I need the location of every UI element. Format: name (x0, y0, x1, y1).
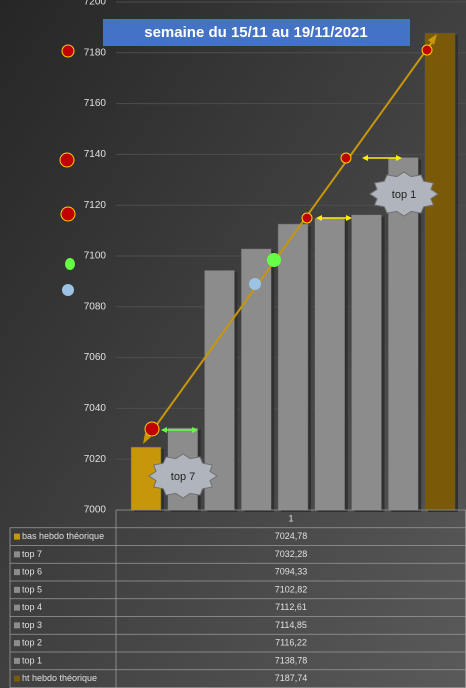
y-tick-label: 7020 (84, 454, 107, 465)
table-row-label: top 7 (22, 549, 42, 559)
y-tick-label: 7000 (84, 505, 107, 516)
y-tick-label: 7180 (84, 47, 107, 58)
annotation-star (369, 171, 439, 217)
table-row-label: bas hebdo théorique (22, 531, 104, 541)
marker (62, 284, 74, 296)
arrow-head (428, 34, 437, 45)
y-tick-label: 7140 (84, 149, 107, 160)
table-row-label: top 1 (22, 655, 42, 665)
y-tick-label: 7040 (84, 403, 107, 414)
marker (301, 212, 313, 224)
table-cell: 7187,74 (275, 673, 308, 683)
marker (421, 44, 433, 56)
table-cell: 7116,22 (275, 638, 307, 648)
y-tick-label: 7160 (84, 98, 107, 109)
table-cell: 7114,85 (275, 620, 307, 630)
table-row-label: ht hebdo théorique (22, 673, 97, 683)
table-cell: 7112,61 (275, 602, 307, 612)
y-tick-label: 7120 (84, 200, 107, 211)
legend-key (14, 551, 20, 558)
table-row-label: top 2 (22, 638, 42, 648)
bar (351, 214, 382, 511)
marker (65, 258, 75, 270)
y-tick-label: 7100 (84, 251, 107, 262)
table-row-label: top 5 (22, 584, 42, 594)
arrow-head (192, 427, 198, 433)
marker (61, 44, 75, 58)
trend-line (144, 37, 436, 442)
marker (60, 206, 76, 222)
legend-key (14, 586, 20, 593)
legend-key (14, 569, 20, 576)
legend-key (14, 622, 20, 629)
table-cell: 7024,78 (275, 531, 308, 541)
bar (424, 32, 456, 511)
legend-key (14, 675, 20, 682)
annotation-label: top 1 (392, 189, 416, 201)
arrow-head (346, 215, 352, 221)
annotations: top 7 top 1 (148, 171, 439, 499)
title-box (103, 19, 410, 46)
arrow-head (362, 155, 368, 161)
arrow-head (396, 155, 402, 161)
table-row-label: top 3 (22, 620, 42, 630)
table-row-label: top 6 (22, 567, 42, 577)
legend-key (14, 640, 20, 647)
table-row-label: top 4 (22, 602, 42, 612)
marker (267, 253, 281, 267)
bar (277, 223, 309, 511)
y-tick-label: 7060 (84, 352, 107, 363)
chart-title: semaine du 15/11 au 19/11/2021 (144, 24, 368, 41)
bars (130, 32, 458, 513)
table-cell: 7138,78 (275, 655, 308, 665)
table-cell: 7102,82 (275, 584, 308, 594)
annotation-label: top 7 (171, 471, 195, 483)
marker (340, 152, 352, 164)
marker (59, 152, 75, 168)
bar (388, 157, 419, 511)
annotation-star (148, 453, 218, 499)
marker (249, 278, 261, 290)
y-tick-label: 7200 (84, 0, 107, 8)
table-cell: 7032,28 (275, 549, 308, 559)
y-tick-label: 7080 (84, 301, 107, 312)
legend-key (14, 604, 20, 611)
table-cell: 7094,33 (275, 567, 308, 577)
double-arrows (161, 155, 402, 433)
bar (314, 218, 345, 511)
legend-key (14, 533, 20, 540)
arrow-head (161, 427, 167, 433)
table-header: 1 (288, 513, 293, 523)
marker (144, 421, 160, 437)
arrow-head (316, 215, 322, 221)
legend-key (14, 657, 20, 664)
